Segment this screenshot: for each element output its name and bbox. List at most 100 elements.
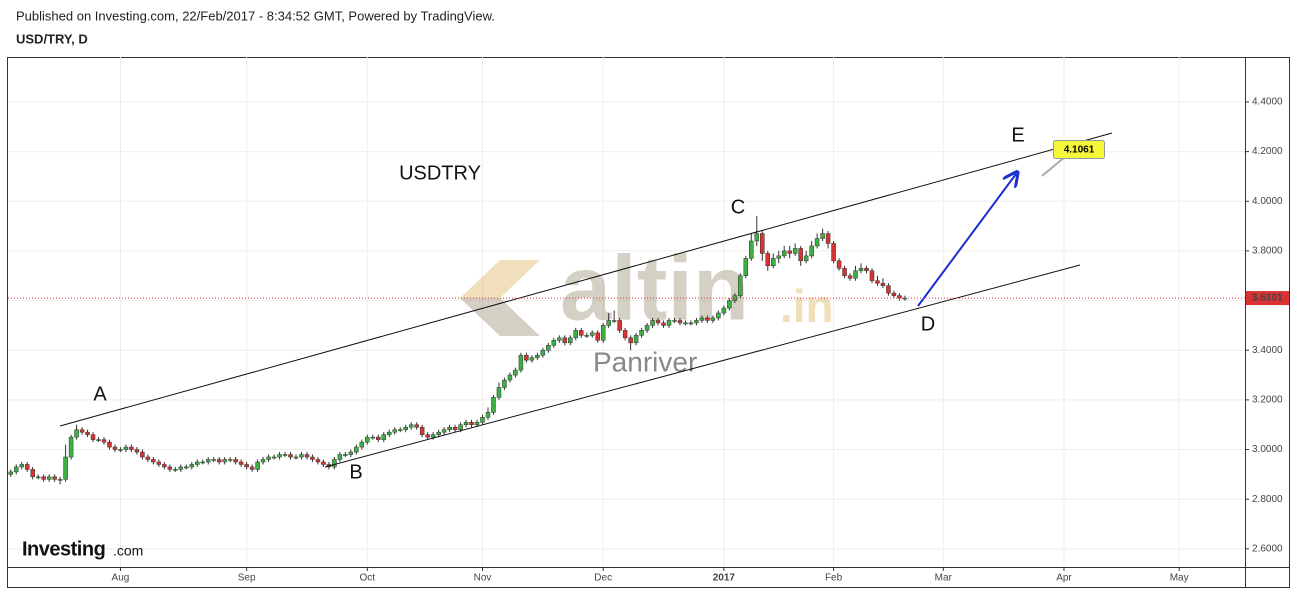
candle-body bbox=[79, 429, 85, 433]
candle-body bbox=[365, 436, 370, 443]
wave-label: C bbox=[731, 196, 745, 218]
candle-body bbox=[891, 292, 897, 296]
candle-body bbox=[337, 454, 343, 460]
candle-body bbox=[310, 456, 315, 460]
candle-body bbox=[474, 421, 480, 425]
candle-body bbox=[447, 426, 452, 430]
logo-shape bbox=[460, 260, 540, 298]
candle-body bbox=[463, 421, 469, 425]
logo-main: Investing bbox=[22, 538, 105, 560]
candle-body bbox=[184, 466, 189, 469]
candle-body bbox=[8, 471, 13, 475]
candle-body bbox=[348, 451, 354, 455]
candle-body bbox=[288, 454, 293, 458]
last-price-box bbox=[1246, 291, 1289, 306]
candle-body bbox=[688, 322, 694, 325]
candle-body bbox=[683, 322, 688, 325]
x-tick-label: Aug bbox=[112, 573, 130, 584]
y-tick-label: 3.4000 bbox=[1252, 345, 1283, 356]
candle-body bbox=[485, 412, 491, 418]
candle-body bbox=[151, 459, 156, 463]
candle-body bbox=[875, 280, 880, 284]
candle-body bbox=[354, 446, 359, 453]
candle-body bbox=[578, 330, 584, 336]
candle-body bbox=[825, 233, 831, 244]
candle-body bbox=[617, 320, 622, 331]
wave-label: B bbox=[349, 461, 362, 483]
candle-body bbox=[880, 282, 886, 286]
candle-body bbox=[35, 476, 41, 479]
candle-body bbox=[502, 379, 507, 388]
upper-trendline bbox=[59, 132, 1113, 427]
candle-body bbox=[419, 426, 425, 435]
candle-body bbox=[644, 325, 650, 331]
candle-body bbox=[595, 332, 600, 341]
x-tick-label: Mar bbox=[935, 573, 953, 584]
x-tick-label: Sep bbox=[238, 573, 256, 584]
candle-body bbox=[710, 317, 716, 321]
candle-body bbox=[491, 397, 496, 413]
candle-body bbox=[529, 357, 535, 361]
candle-body bbox=[227, 459, 233, 461]
candle-body bbox=[118, 449, 123, 451]
candle-body bbox=[705, 317, 710, 321]
candle-body bbox=[216, 459, 222, 463]
candle-body bbox=[376, 436, 381, 440]
candle-body bbox=[814, 238, 820, 247]
candle-body bbox=[140, 451, 145, 458]
candle-body bbox=[540, 349, 546, 356]
candle-body bbox=[238, 461, 244, 465]
candle-body bbox=[584, 335, 589, 337]
candle-body bbox=[661, 322, 666, 326]
candle-body bbox=[222, 459, 227, 463]
x-tick-label: Nov bbox=[474, 573, 492, 584]
candle-body bbox=[606, 320, 611, 326]
candle-body bbox=[145, 456, 151, 460]
x-tick-label: Dec bbox=[594, 573, 612, 584]
candle-body bbox=[233, 459, 238, 463]
candle-body bbox=[96, 439, 101, 441]
candle-body bbox=[831, 243, 836, 262]
candle-body bbox=[600, 325, 606, 341]
y-tick-label: 2.6000 bbox=[1252, 544, 1283, 555]
candle-body bbox=[770, 258, 776, 267]
wave-label: D bbox=[921, 313, 935, 335]
candle-body bbox=[677, 320, 683, 324]
candle-body bbox=[803, 255, 809, 262]
candle-body bbox=[101, 439, 107, 443]
x-tick-label: Apr bbox=[1056, 573, 1072, 584]
callout-pointer bbox=[1041, 155, 1067, 177]
candle-body bbox=[727, 300, 732, 309]
candle-body bbox=[386, 431, 392, 435]
candle-body bbox=[716, 312, 721, 319]
candle-body bbox=[249, 466, 255, 470]
candle-body bbox=[562, 337, 568, 344]
candle-body bbox=[557, 337, 562, 341]
candle-body bbox=[370, 436, 376, 439]
candle-body bbox=[760, 233, 765, 254]
candle-body bbox=[408, 424, 414, 428]
candle-body bbox=[869, 270, 875, 281]
candle-body bbox=[167, 466, 173, 470]
watermark-sub: Panriver bbox=[593, 346, 697, 377]
candle-body bbox=[672, 320, 677, 322]
candle-body bbox=[68, 436, 74, 458]
candle-body bbox=[798, 248, 803, 262]
candle-body bbox=[754, 233, 760, 242]
candle-body bbox=[52, 476, 57, 480]
candle-body bbox=[271, 456, 277, 459]
candle-body bbox=[694, 320, 699, 324]
candle-body bbox=[74, 429, 79, 438]
candle-body bbox=[162, 464, 167, 468]
candle-body bbox=[820, 233, 825, 239]
candle-body bbox=[441, 429, 447, 433]
candle-body bbox=[507, 374, 513, 381]
candle-body bbox=[381, 434, 387, 440]
candle-body bbox=[277, 454, 282, 458]
candle-body bbox=[107, 441, 112, 448]
candles bbox=[8, 216, 908, 485]
y-tick-label: 3.0000 bbox=[1252, 444, 1283, 455]
candle-body bbox=[63, 456, 68, 480]
candle-body bbox=[24, 464, 30, 470]
candle-body bbox=[134, 449, 140, 453]
